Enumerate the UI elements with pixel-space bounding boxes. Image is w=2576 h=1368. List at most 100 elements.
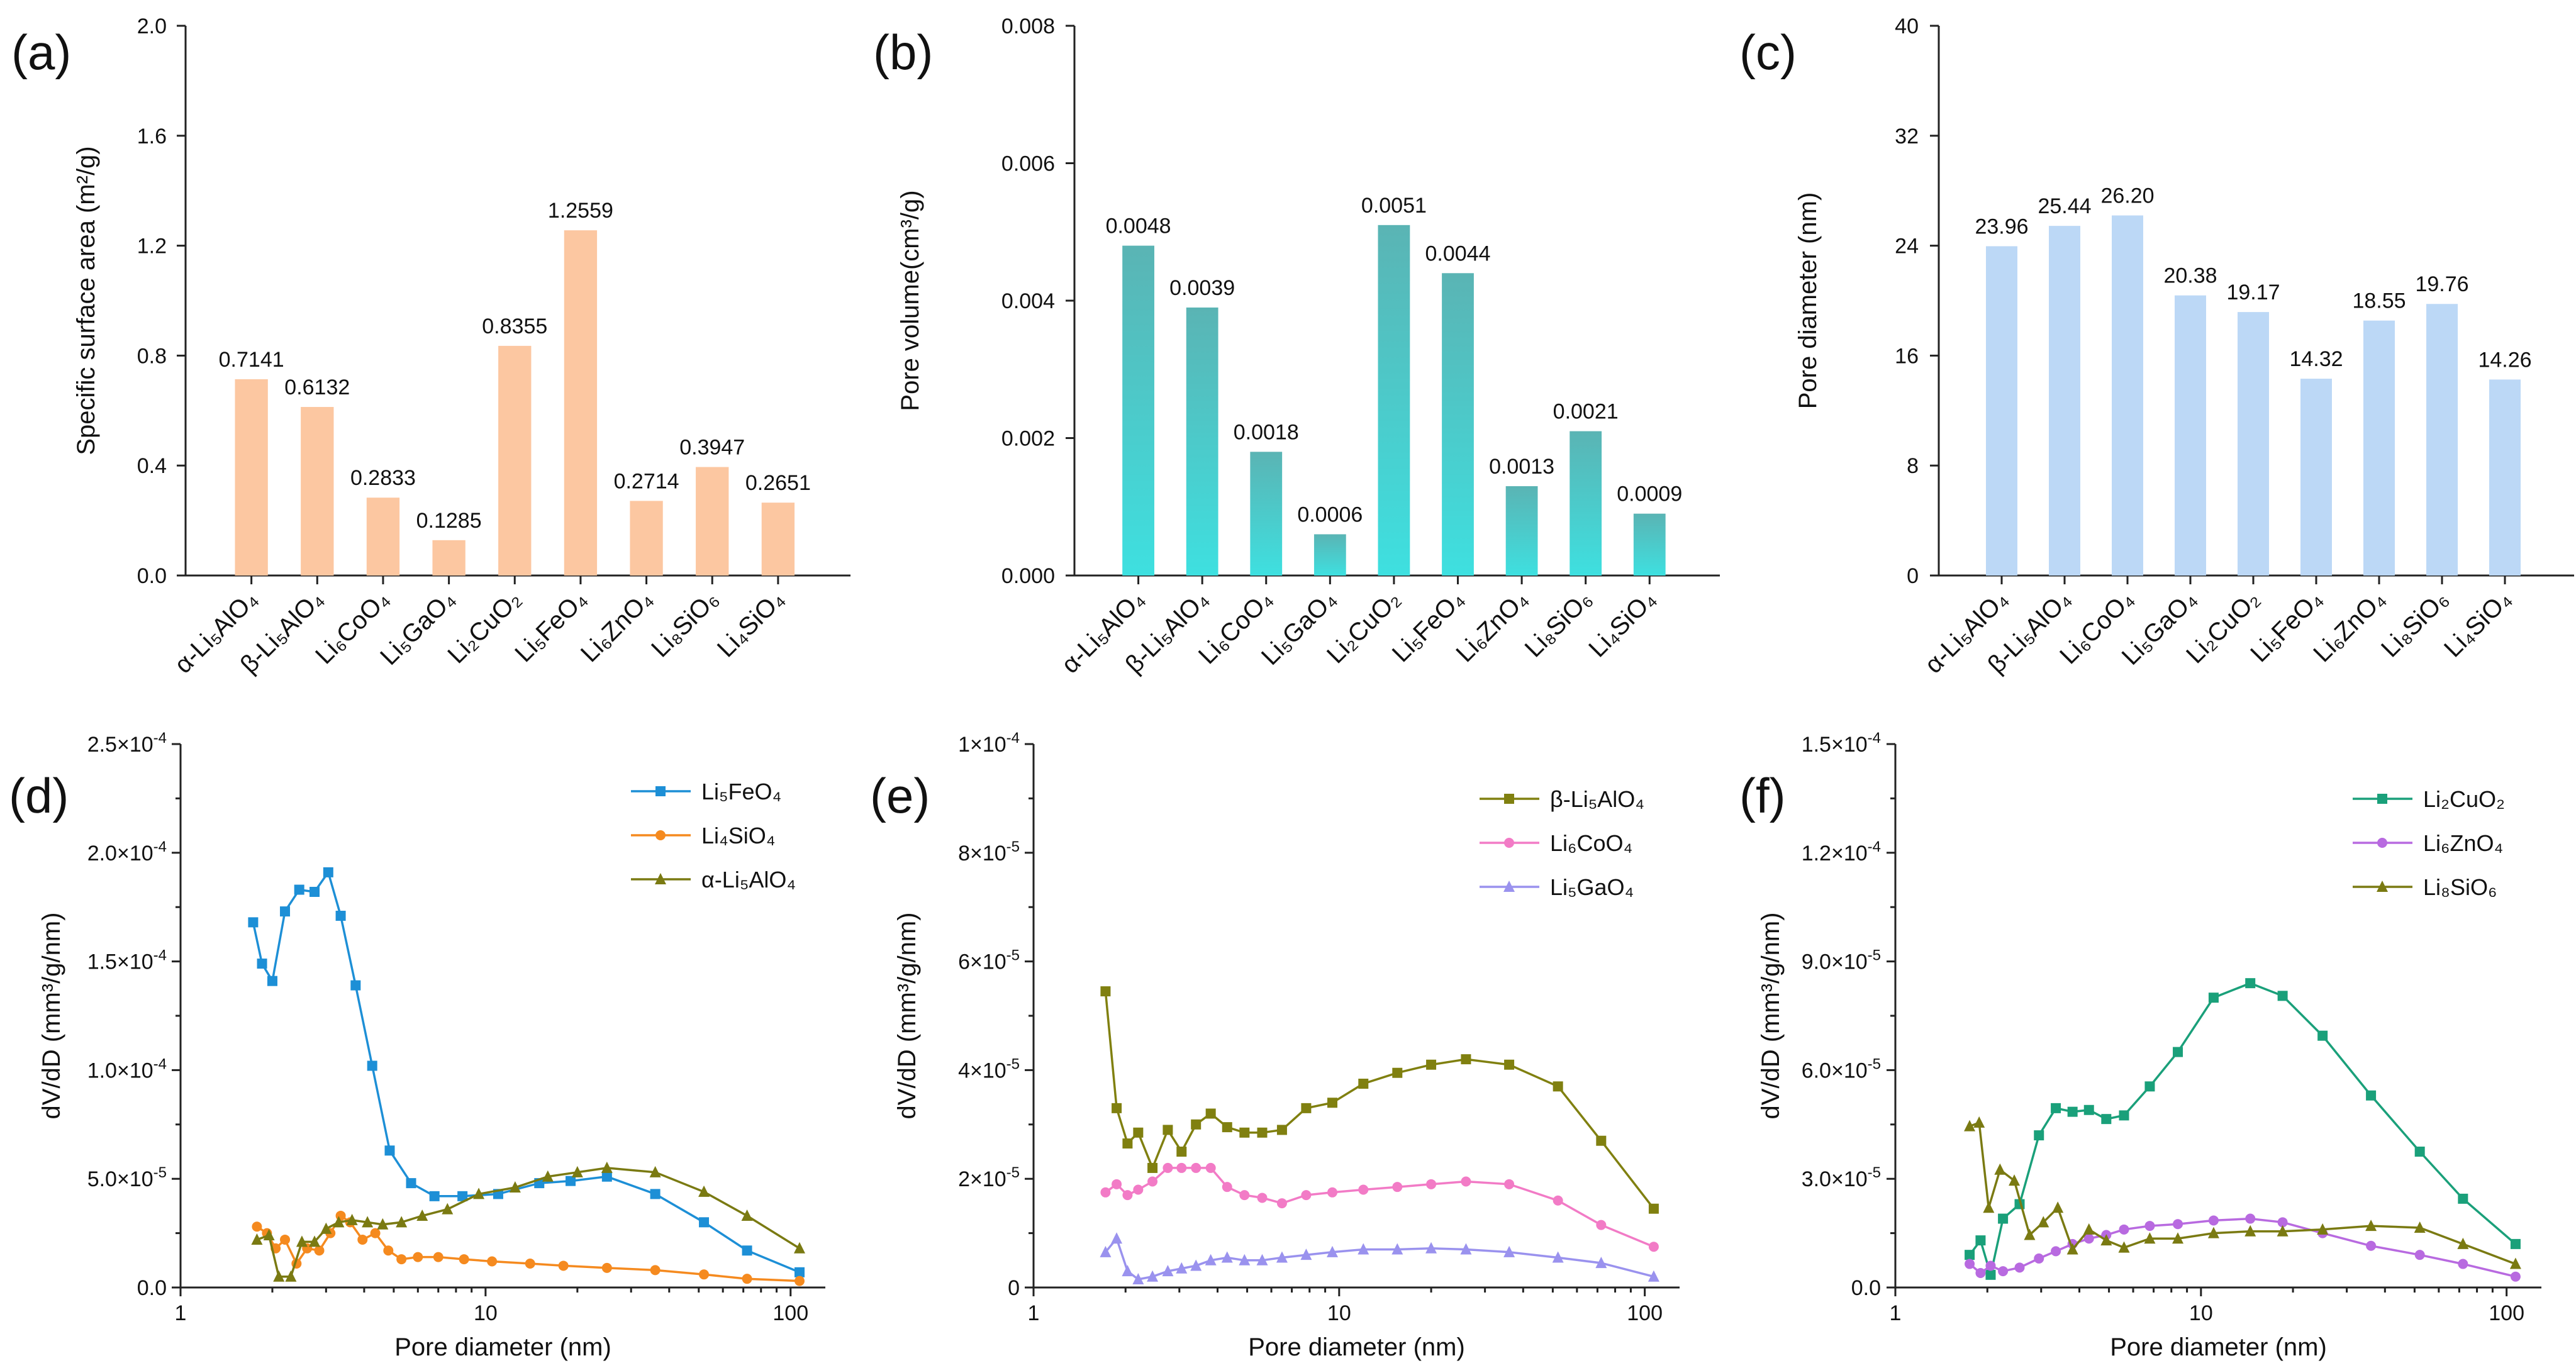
data-point-circle <box>1504 1179 1515 1189</box>
y-tick-label: 1.0×10-4 <box>87 1055 167 1082</box>
bar <box>1986 246 2017 576</box>
y-tick-label: 1×10-4 <box>958 730 1020 757</box>
legend-label: Li₅FeO₄ <box>701 779 781 804</box>
bar <box>630 501 663 576</box>
y-tick-exponent: -4 <box>1868 838 1881 855</box>
data-point-triangle <box>1964 1120 1976 1132</box>
y-tick-label: 4×10-5 <box>958 1055 1020 1082</box>
data-point-square <box>384 1145 395 1156</box>
y-tick-exponent: -4 <box>1006 730 1020 747</box>
data-point-circle <box>1327 1187 1337 1198</box>
bar-value-label: 0.0009 <box>1617 482 1682 506</box>
data-point-triangle <box>273 1270 285 1282</box>
data-point-triangle <box>2083 1223 2095 1235</box>
data-point-square <box>1100 986 1111 997</box>
data-point-square <box>309 887 320 898</box>
data-point-circle <box>396 1254 407 1265</box>
y-tick-label: 6.0×10-5 <box>1802 1055 1881 1082</box>
bar-value-label: 20.38 <box>2163 264 2217 288</box>
data-point-triangle <box>309 1235 321 1247</box>
data-point-square <box>1461 1054 1471 1065</box>
y-tick-exponent: -4 <box>153 838 167 855</box>
y-tick-label: 0.006 <box>1001 152 1055 176</box>
data-point-square <box>1112 1103 1122 1113</box>
category-label: Li₂CuO₂ <box>442 585 526 669</box>
data-point-circle <box>601 1262 612 1273</box>
bar <box>1570 431 1602 576</box>
data-point-triangle <box>396 1216 408 1228</box>
data-point-triangle <box>2457 1237 2469 1249</box>
data-point-square <box>1985 1269 1996 1280</box>
data-point-square <box>655 786 666 796</box>
y-tick-label: 0.0 <box>1851 1276 1881 1300</box>
bar-value-label: 19.17 <box>2226 281 2280 304</box>
data-point-triangle <box>296 1235 308 1247</box>
x-tick-label: 10 <box>1327 1301 1351 1325</box>
y-tick-label: 0.000 <box>1001 564 1055 588</box>
data-point-triangle <box>1648 1270 1659 1282</box>
y-tick-mantissa: 1.5×10 <box>87 950 153 974</box>
x-tick-label: 100 <box>772 1301 808 1325</box>
data-point-square <box>1975 1235 1986 1246</box>
data-point-circle <box>1176 1162 1187 1173</box>
data-point-triangle <box>1503 1245 1515 1257</box>
y-tick-exponent: -5 <box>1006 838 1020 855</box>
y-tick-label: 2.0 <box>137 14 167 38</box>
data-point-circle <box>742 1274 752 1284</box>
data-point-circle <box>1596 1220 1607 1230</box>
panel-a-letter: (a) <box>11 25 71 80</box>
data-point-square <box>2377 794 2387 804</box>
bar-value-label: 0.6132 <box>284 375 350 399</box>
bar-value-label: 18.55 <box>2352 289 2406 313</box>
y-tick-mantissa: 0.0 <box>137 1276 167 1300</box>
y-tick-label: 5.0×10-5 <box>87 1164 167 1191</box>
data-point-square <box>2101 1114 2112 1125</box>
x-tick-label: 10 <box>474 1301 498 1325</box>
data-point-triangle <box>362 1216 374 1228</box>
legend-label: Li₄SiO₄ <box>701 823 775 848</box>
panel-b-pore-volume-chart: 0.000 0.002 0.004 0.006 0.008 Pore volume(cm³… <box>896 14 1720 679</box>
data-point-square <box>1176 1147 1187 1157</box>
data-point-square <box>1205 1108 1216 1119</box>
data-point-square <box>1122 1138 1133 1149</box>
data-point-square <box>429 1191 440 1201</box>
data-point-triangle <box>473 1187 485 1199</box>
data-point-triangle <box>571 1165 583 1177</box>
data-point-square <box>1426 1059 1437 1070</box>
data-point-circle <box>459 1254 469 1265</box>
bar <box>366 498 400 576</box>
data-point-circle <box>370 1228 381 1238</box>
data-point-square <box>1222 1122 1232 1133</box>
legend-label: β-Li₅AlO₄ <box>1550 786 1644 812</box>
y-tick-mantissa: 2.0×10 <box>87 842 153 865</box>
bar <box>1250 452 1283 576</box>
y-tick-label: 2×10-5 <box>958 1164 1020 1191</box>
bar-value-label: 0.0048 <box>1106 214 1171 238</box>
x-tick-label: 10 <box>2189 1301 2213 1325</box>
data-point-square <box>1648 1203 1659 1214</box>
category-label: Li₈SiO₆ <box>2376 585 2453 662</box>
data-point-circle <box>1100 1187 1111 1198</box>
data-point-square <box>601 1171 612 1182</box>
bar-value-label: 0.0039 <box>1169 276 1235 300</box>
data-point-circle <box>558 1260 569 1271</box>
y-tick-mantissa: 1.5×10 <box>1802 733 1868 757</box>
data-point-circle <box>1965 1259 1975 1269</box>
data-point-triangle <box>741 1209 753 1221</box>
y-tick-label: 24 <box>1895 235 1919 259</box>
data-point-triangle <box>2172 1232 2184 1244</box>
bar-value-label: 0.0051 <box>1361 194 1427 218</box>
panel-d-distribution-chart: 1 10 100 Pore diameter (nm) 0.0 5.0×10-5 1.0×1… <box>38 730 825 1361</box>
legend-label: Li₅GaO₄ <box>1550 874 1634 900</box>
data-point-triangle <box>2024 1228 2036 1240</box>
data-point-square <box>457 1191 468 1201</box>
bar <box>1633 513 1666 576</box>
data-point-triangle <box>1276 1251 1288 1263</box>
data-point-circle <box>314 1245 325 1256</box>
y-tick-exponent: -4 <box>153 1055 167 1072</box>
y-tick-label: 0.004 <box>1001 289 1055 313</box>
data-point-triangle <box>346 1213 358 1225</box>
data-point-triangle <box>1162 1265 1174 1277</box>
data-point-square <box>650 1189 661 1199</box>
x-tick-label: 100 <box>2489 1301 2524 1325</box>
